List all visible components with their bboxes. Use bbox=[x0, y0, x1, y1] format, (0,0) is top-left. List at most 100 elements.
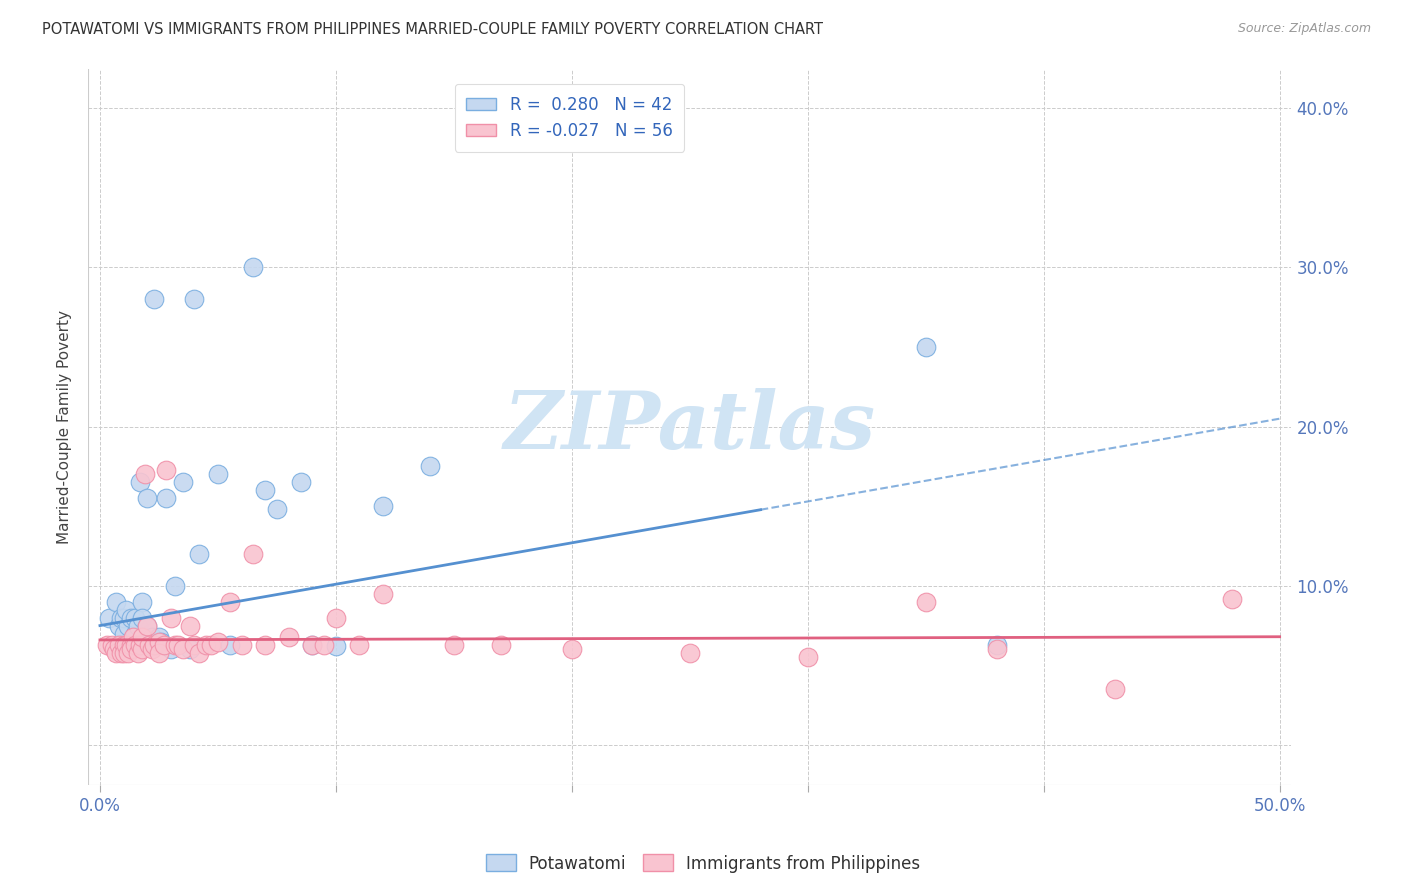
Point bbox=[179, 642, 201, 657]
Point bbox=[679, 646, 702, 660]
Point bbox=[148, 630, 170, 644]
Point bbox=[266, 502, 288, 516]
Point bbox=[110, 646, 132, 660]
Point bbox=[419, 459, 441, 474]
Point bbox=[127, 618, 149, 632]
Point bbox=[108, 618, 131, 632]
Point bbox=[207, 467, 229, 482]
Point bbox=[242, 547, 264, 561]
Point bbox=[122, 630, 145, 644]
Point bbox=[112, 626, 135, 640]
Point bbox=[131, 630, 153, 644]
Point bbox=[120, 638, 142, 652]
Point bbox=[155, 491, 177, 506]
Point bbox=[110, 610, 132, 624]
Point bbox=[443, 638, 465, 652]
Point bbox=[105, 595, 128, 609]
Point bbox=[148, 646, 170, 660]
Point bbox=[195, 638, 218, 652]
Point bbox=[561, 642, 583, 657]
Legend: R =  0.280   N = 42, R = -0.027   N = 56: R = 0.280 N = 42, R = -0.027 N = 56 bbox=[454, 84, 685, 152]
Point bbox=[166, 638, 188, 652]
Legend: Potawatomi, Immigrants from Philippines: Potawatomi, Immigrants from Philippines bbox=[479, 847, 927, 880]
Point bbox=[143, 638, 166, 652]
Point bbox=[134, 634, 156, 648]
Point bbox=[96, 638, 118, 652]
Point bbox=[207, 634, 229, 648]
Point bbox=[129, 638, 152, 652]
Point bbox=[131, 642, 153, 657]
Point bbox=[134, 467, 156, 482]
Point bbox=[152, 638, 174, 652]
Point bbox=[188, 547, 211, 561]
Point bbox=[136, 618, 159, 632]
Point bbox=[148, 634, 170, 648]
Point bbox=[155, 462, 177, 476]
Point bbox=[112, 610, 135, 624]
Point bbox=[143, 293, 166, 307]
Point bbox=[179, 618, 201, 632]
Point bbox=[124, 610, 146, 624]
Text: POTAWATOMI VS IMMIGRANTS FROM PHILIPPINES MARRIED-COUPLE FAMILY POVERTY CORRELAT: POTAWATOMI VS IMMIGRANTS FROM PHILIPPINE… bbox=[42, 22, 823, 37]
Point bbox=[797, 650, 820, 665]
Point bbox=[129, 475, 152, 490]
Point bbox=[349, 638, 371, 652]
Point bbox=[150, 634, 173, 648]
Point bbox=[242, 260, 264, 275]
Point bbox=[115, 602, 138, 616]
Point bbox=[112, 646, 135, 660]
Point bbox=[325, 610, 347, 624]
Point bbox=[127, 646, 149, 660]
Point bbox=[112, 638, 135, 652]
Point bbox=[371, 500, 394, 514]
Point bbox=[1222, 591, 1244, 606]
Point bbox=[165, 579, 187, 593]
Point bbox=[159, 642, 181, 657]
Text: ZIPatlas: ZIPatlas bbox=[503, 388, 876, 466]
Point bbox=[489, 638, 512, 652]
Point bbox=[120, 610, 142, 624]
Point bbox=[159, 610, 181, 624]
Point bbox=[131, 595, 153, 609]
Point bbox=[122, 634, 145, 648]
Point bbox=[172, 642, 194, 657]
Point bbox=[218, 595, 240, 609]
Point bbox=[103, 642, 125, 657]
Point bbox=[141, 642, 163, 657]
Point bbox=[138, 638, 160, 652]
Point bbox=[136, 491, 159, 506]
Point bbox=[120, 642, 142, 657]
Point bbox=[218, 638, 240, 652]
Point bbox=[314, 638, 336, 652]
Point bbox=[254, 483, 277, 498]
Point bbox=[986, 638, 1008, 652]
Point bbox=[124, 626, 146, 640]
Point bbox=[1104, 682, 1126, 697]
Point bbox=[100, 638, 122, 652]
Point bbox=[141, 630, 163, 644]
Point bbox=[290, 475, 312, 490]
Point bbox=[914, 340, 936, 354]
Point bbox=[105, 646, 128, 660]
Point bbox=[188, 646, 211, 660]
Point bbox=[231, 638, 253, 652]
Point bbox=[98, 610, 121, 624]
Point bbox=[115, 638, 138, 652]
Point bbox=[277, 630, 299, 644]
Point bbox=[254, 638, 277, 652]
Point bbox=[183, 293, 205, 307]
Point bbox=[108, 638, 131, 652]
Point bbox=[371, 587, 394, 601]
Point bbox=[301, 638, 323, 652]
Point bbox=[117, 646, 139, 660]
Point bbox=[986, 642, 1008, 657]
Point bbox=[200, 638, 222, 652]
Point bbox=[136, 618, 159, 632]
Point bbox=[183, 638, 205, 652]
Point bbox=[165, 638, 187, 652]
Point bbox=[117, 618, 139, 632]
Y-axis label: Married-Couple Family Poverty: Married-Couple Family Poverty bbox=[58, 310, 72, 543]
Text: Source: ZipAtlas.com: Source: ZipAtlas.com bbox=[1237, 22, 1371, 36]
Point bbox=[131, 610, 153, 624]
Point bbox=[301, 638, 323, 652]
